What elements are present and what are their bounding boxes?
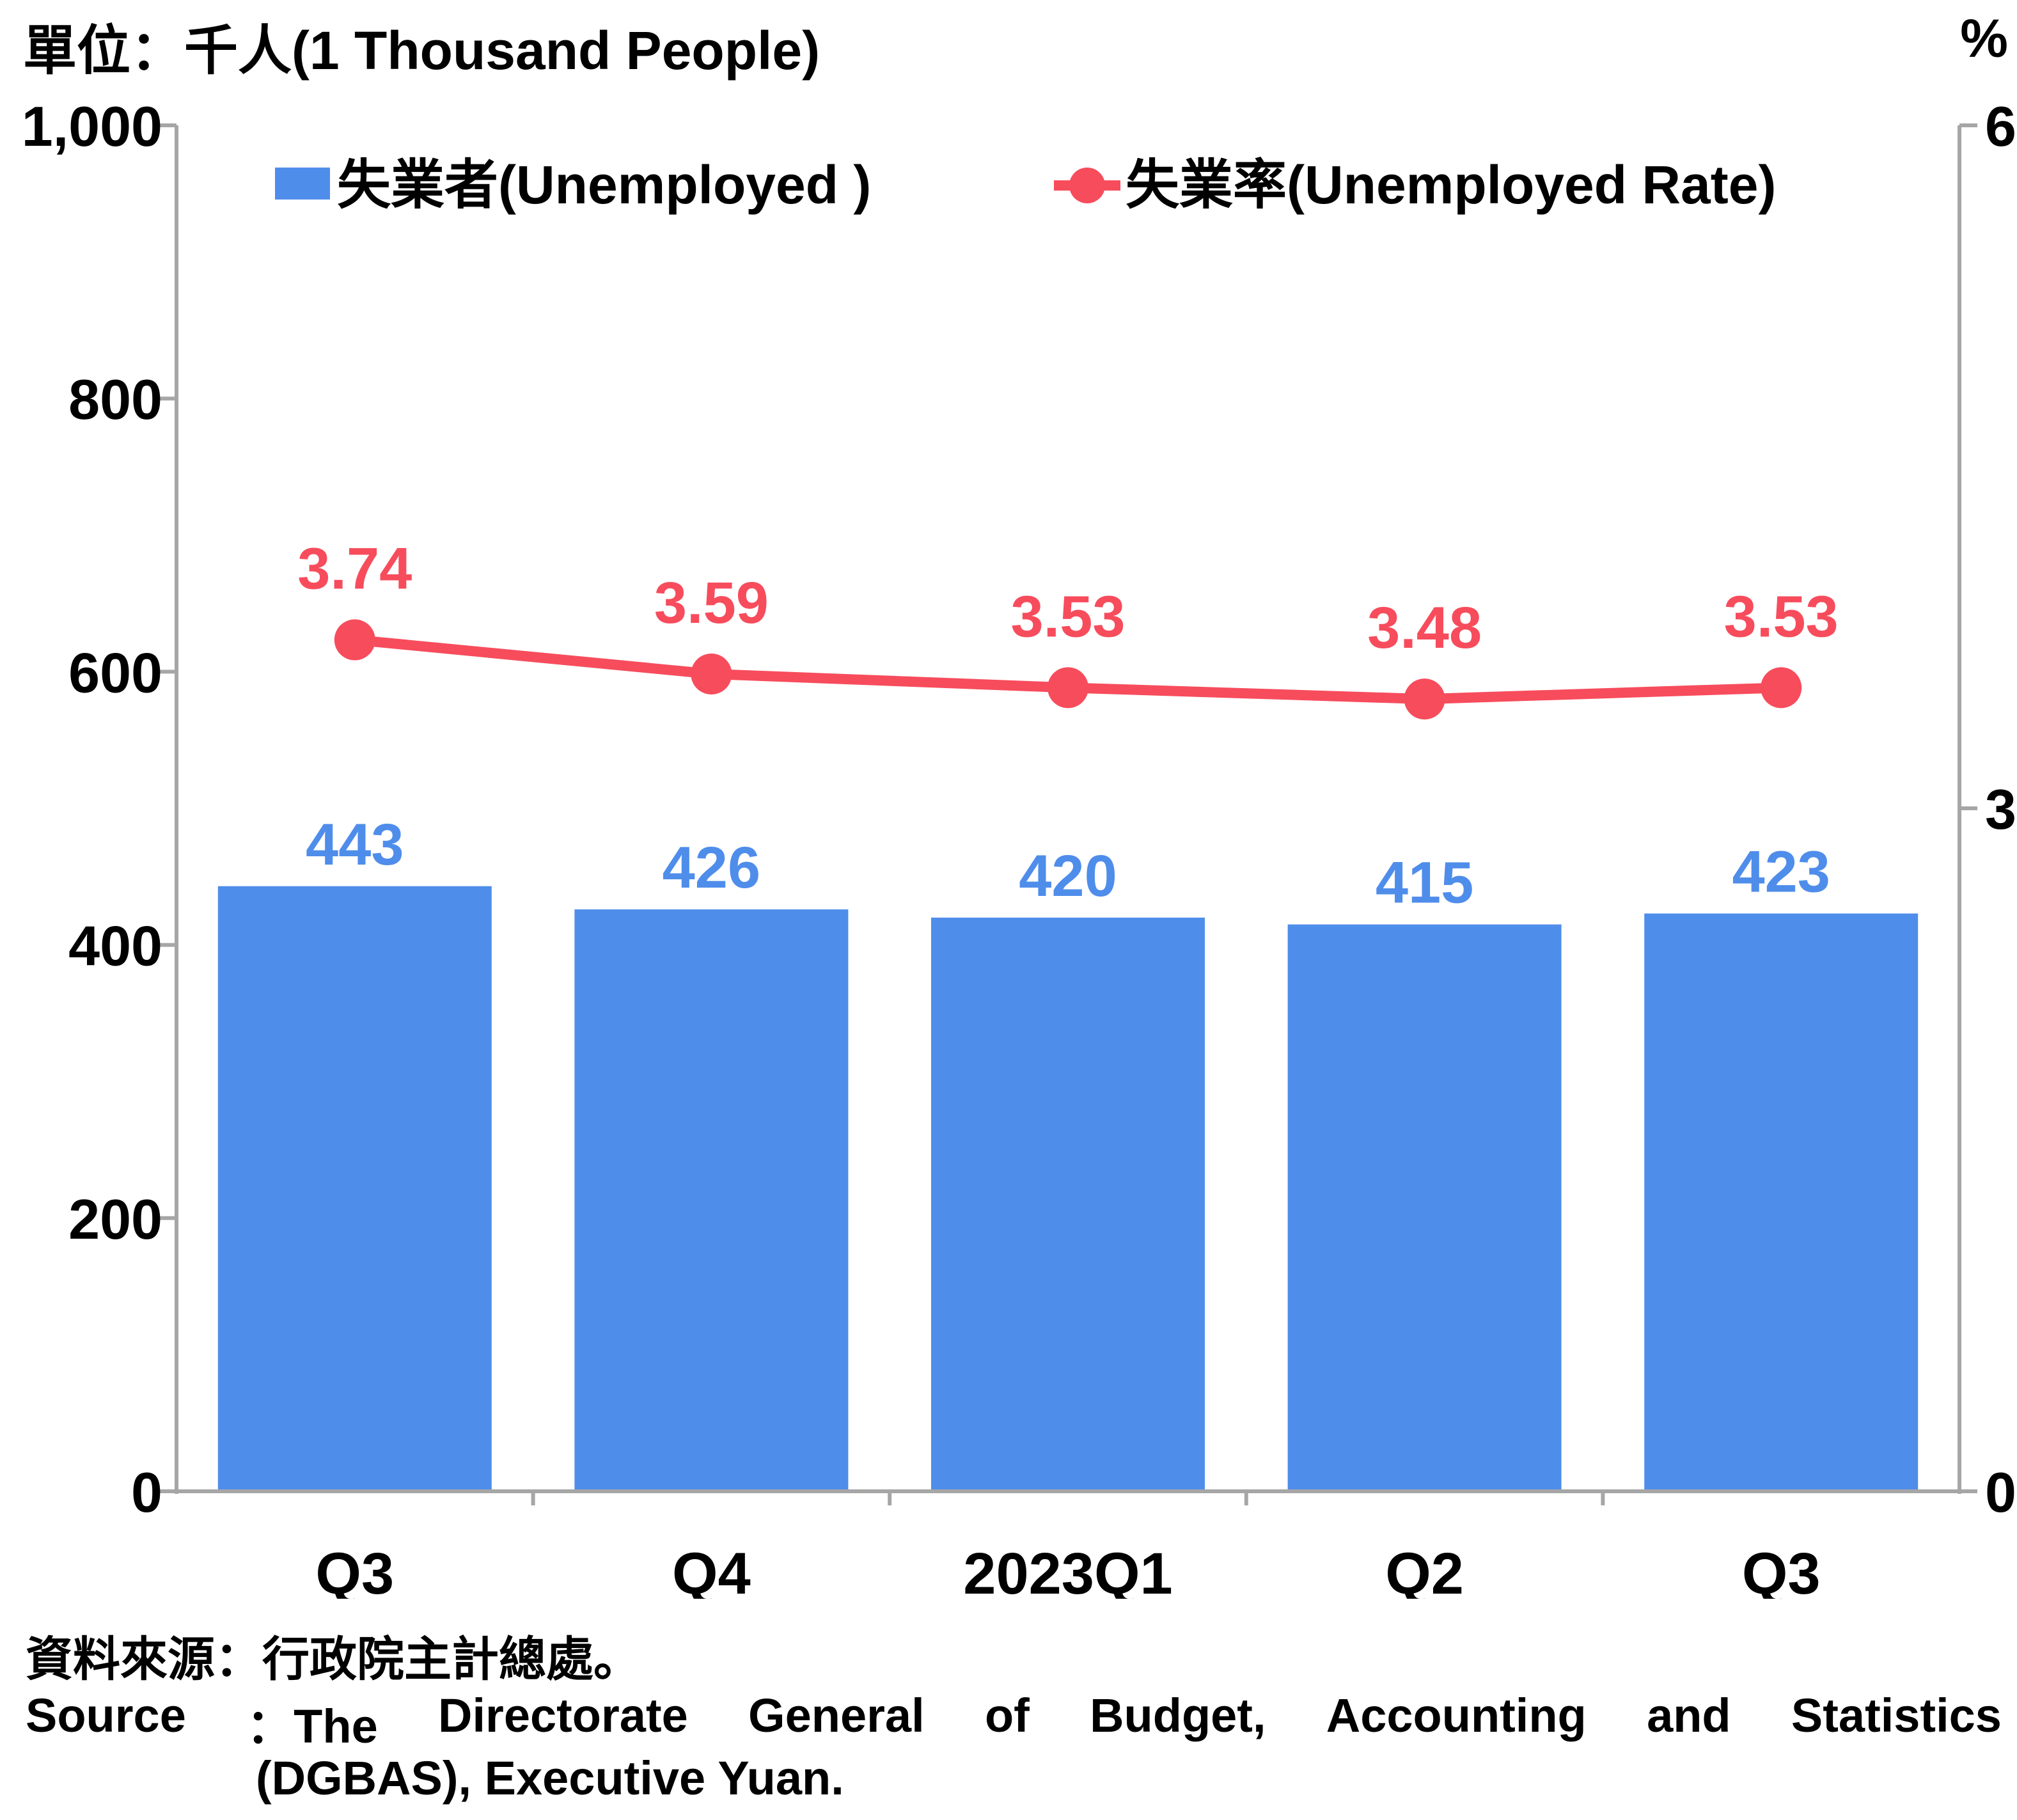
source-en-line2: (DGBAS), Executive Yuan. [256,1752,844,1805]
bar [1287,924,1562,1491]
rate-point [1048,667,1088,709]
legend: 失業者(Unemployed ) 失業率(Unemployed Rate) [275,155,1776,215]
rate-value-label: 3.74 [297,537,412,602]
left-axis-tick-label: 0 [131,1461,162,1524]
bar-value-label: 415 [1376,851,1474,916]
bar [574,909,849,1491]
x-axis-tick-label: Q2 [1385,1541,1464,1599]
rate-value-label: 3.53 [1010,584,1125,649]
x-axis-tick-label: Q4 [672,1541,751,1599]
rate-point [691,653,732,694]
legend-bar-label: 失業者(Unemployed ) [337,155,871,215]
line-layer [334,619,1802,720]
bar-value-label: 443 [306,812,404,877]
x-axis-tick-label: 2023Q1 [963,1541,1172,1599]
source-zh: 資料來源：行政院主計總處。 [26,1633,641,1686]
labels-layer: 443 426 420 415 423 3.74 3.59 3.53 3.48 3.53 [297,537,1838,916]
left-axis-tick-label: 600 [68,641,162,704]
axes-layer: 0 200 400 600 800 1,000 0 3 6 Q3 Q4 2023Q1 Q2 Q3 [22,95,2016,1599]
right-axis-tick-label: 3 [1985,778,2016,841]
x-axis-tick-label: Q3 [1742,1541,1821,1599]
source-en-line1: Source ：The Directorate General of Budge… [26,1688,2002,1757]
left-axis-tick-label: 1,000 [22,95,162,158]
bar-value-label: 423 [1732,839,1830,904]
rate-value-label: 3.53 [1724,584,1839,649]
source-word: Statistics [1791,1689,2002,1742]
rate-value-label: 3.48 [1367,595,1482,661]
rate-point [1761,667,1802,709]
right-axis-unit: % [1960,8,2008,68]
bars-layer [217,886,1919,1491]
left-axis-tick-label: 400 [68,914,162,978]
x-axis-tick-label: Q3 [315,1541,394,1599]
left-axis-tick-label: 800 [68,368,162,431]
source-word: and [1647,1689,1731,1742]
bar [217,886,492,1491]
right-axis-tick-label: 6 [1985,95,2016,158]
source-word: General [748,1689,925,1742]
source-word: Budget, [1090,1689,1266,1742]
source-word: Accounting [1326,1689,1587,1742]
legend-line-label: 失業率(Unemployed Rate) [1126,155,1776,215]
bar [931,917,1205,1491]
left-axis-tick-label: 200 [68,1188,162,1251]
source-word: ：The [246,1700,378,1753]
source-word: Directorate [438,1689,688,1742]
legend-bar-swatch [275,168,330,200]
bar [1644,913,1919,1491]
source-word: Source [26,1689,186,1742]
legend-line-marker [1069,168,1105,203]
source-word: of [984,1689,1030,1742]
right-axis-tick-label: 0 [1985,1461,2016,1524]
rate-value-label: 3.59 [654,570,769,636]
bar-value-label: 420 [1019,843,1117,909]
bar-value-label: 426 [663,835,761,900]
rate-point [334,619,375,661]
rate-point [1404,679,1445,720]
left-axis-unit: 單位：千人(1 Thousand People) [23,20,820,81]
